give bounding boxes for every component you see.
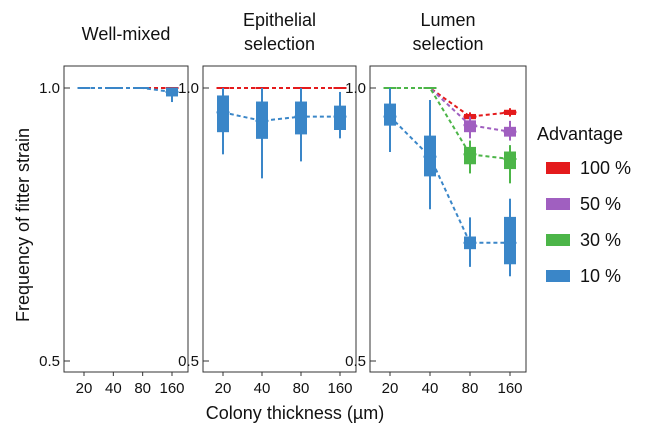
panel-title: Epithelial xyxy=(243,10,316,30)
series-2 xyxy=(77,87,179,103)
x-tick-label: 40 xyxy=(105,380,122,397)
x-tick-label: 20 xyxy=(382,380,399,397)
median-trend-line xyxy=(390,87,511,161)
series-2 xyxy=(216,88,347,179)
x-tick-label: 40 xyxy=(254,380,271,397)
panel-1: Well-mixed 0.5 1.0 20 40 80 160 xyxy=(39,24,189,397)
x-tick-label: 160 xyxy=(327,380,352,397)
median-trend-line xyxy=(389,115,510,244)
y-axis-title: Frequency of fitter strain xyxy=(13,128,33,322)
legend-label: 10 % xyxy=(580,266,621,286)
median-trend-line xyxy=(222,111,340,122)
box-body xyxy=(464,146,476,165)
legend-label: 50 % xyxy=(580,194,621,214)
box-body xyxy=(334,105,346,130)
legend-label: 100 % xyxy=(580,158,631,178)
legend: Advantage 100 % 50 % 30 % 10 % xyxy=(537,124,631,286)
panel-3: Lumen selection 0.5 1.0 20 40 80 160 xyxy=(345,10,527,397)
series-3 xyxy=(383,87,517,184)
box-body xyxy=(504,151,516,170)
x-tick-label: 80 xyxy=(134,380,151,397)
x-tick-label: 160 xyxy=(159,380,184,397)
y-tick-label: 1.0 xyxy=(178,80,199,97)
box-body xyxy=(384,103,396,126)
box-body xyxy=(295,101,307,135)
legend-swatch xyxy=(546,234,570,246)
box-body xyxy=(217,95,229,133)
x-tick-label: 20 xyxy=(215,380,232,397)
series-4 xyxy=(383,88,517,277)
y-tick-label: 1.0 xyxy=(39,80,60,97)
x-tick-label: 80 xyxy=(293,380,310,397)
panel-2: Epithelial selection 0.5 1.0 20 40 80 160 xyxy=(178,10,357,397)
panel-title: selection xyxy=(412,34,483,54)
panel-title: selection xyxy=(244,34,315,54)
panel-frame xyxy=(63,65,189,373)
x-tick-label: 40 xyxy=(422,380,439,397)
median-trend-line xyxy=(390,87,511,118)
y-tick-label: 0.5 xyxy=(178,353,199,370)
legend-label: 30 % xyxy=(580,230,621,250)
median-trend-line xyxy=(84,87,173,93)
x-tick-label: 80 xyxy=(462,380,479,397)
x-tick-label: 160 xyxy=(497,380,522,397)
panel-title: Lumen xyxy=(420,10,475,30)
median-trend-line xyxy=(390,87,511,133)
legend-swatch xyxy=(546,162,570,174)
x-tick-label: 20 xyxy=(76,380,93,397)
legend-swatch xyxy=(546,198,570,210)
y-tick-label: 1.0 xyxy=(345,80,366,97)
panel-title: Well-mixed xyxy=(82,24,171,44)
x-axis-title: Colony thickness (µm) xyxy=(206,403,384,423)
box-body xyxy=(504,216,516,265)
y-tick-label: 0.5 xyxy=(345,353,366,370)
legend-title: Advantage xyxy=(537,124,623,144)
y-tick-label: 0.5 xyxy=(39,353,60,370)
legend-swatch xyxy=(546,270,570,282)
